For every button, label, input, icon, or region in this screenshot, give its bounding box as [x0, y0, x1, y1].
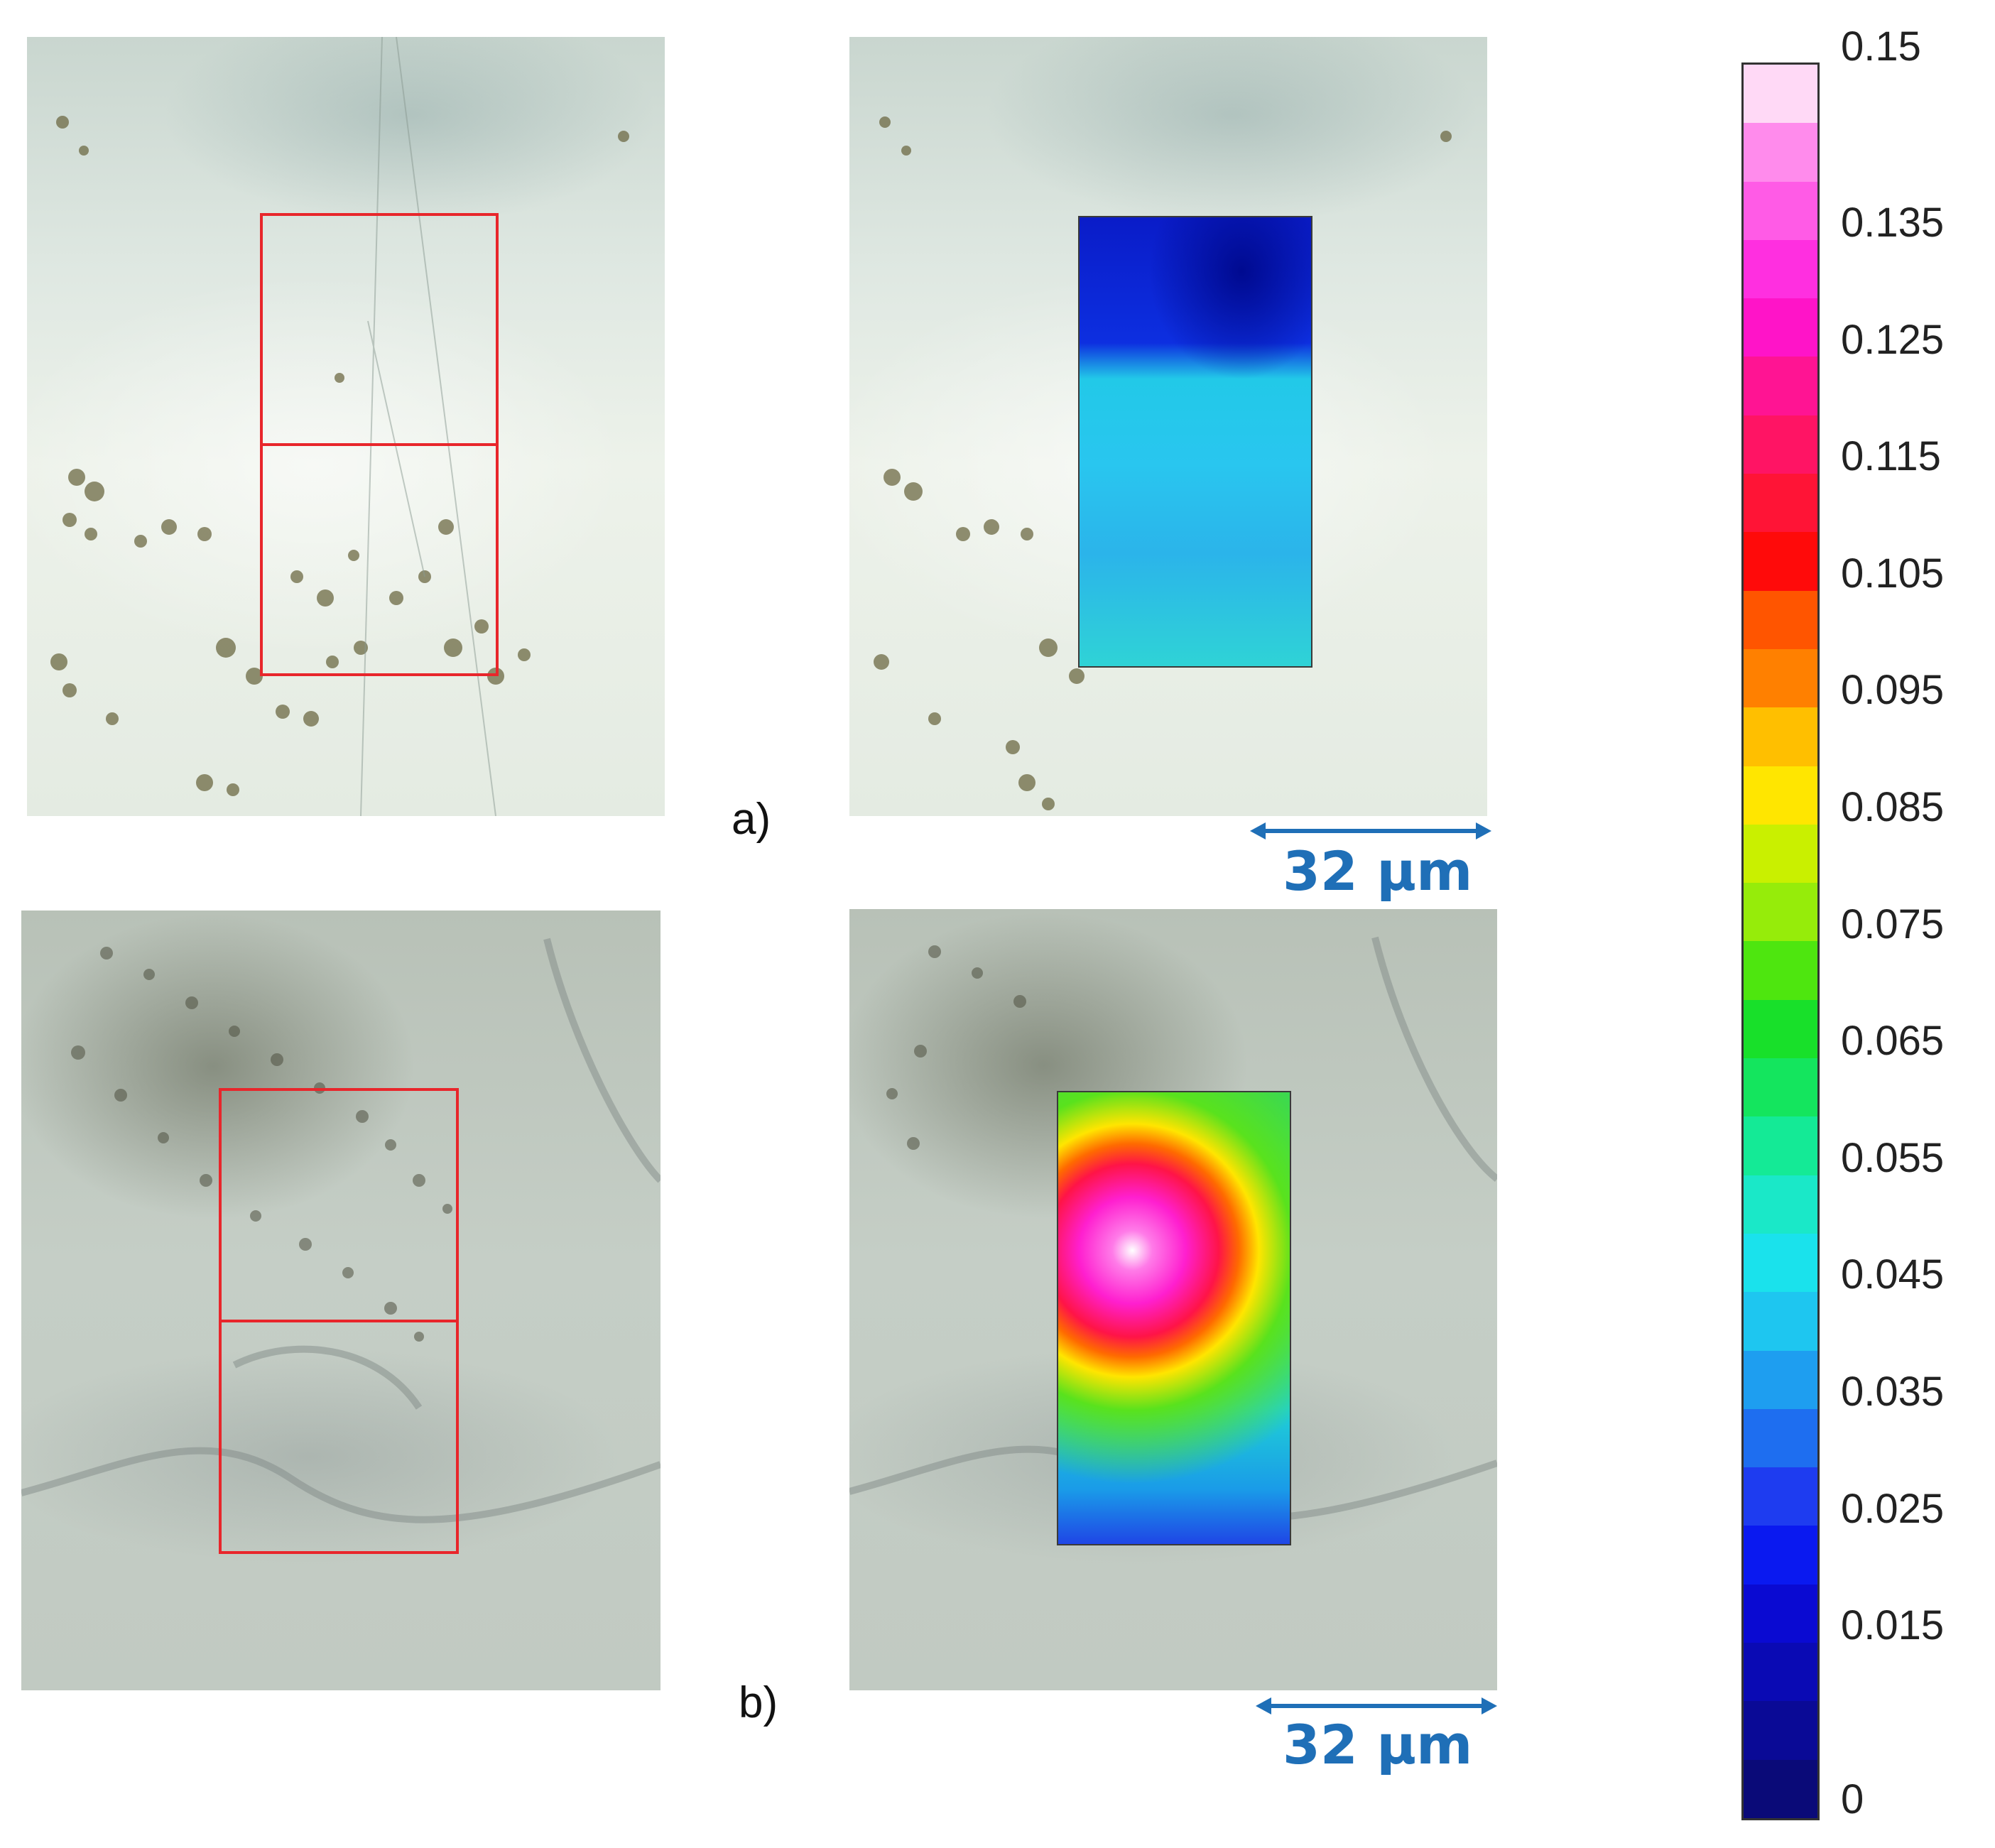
colorbar-segment: [1744, 1350, 1817, 1409]
colorbar-tick-label: 0.015: [1841, 1602, 1945, 1649]
strain-map-a: [1078, 216, 1312, 668]
colorbar-tick-label: 0.125: [1841, 316, 1945, 363]
colorbar-segment: [1744, 648, 1817, 708]
colorbar-segment: [1744, 532, 1817, 591]
colorbar-segment: [1744, 999, 1817, 1059]
colorbar-segment: [1744, 824, 1817, 884]
colorbar-segment: [1744, 766, 1817, 825]
colorbar-segment: [1744, 181, 1817, 240]
colorbar-segment: [1744, 1584, 1817, 1643]
colorbar-segment: [1744, 883, 1817, 942]
micrograph-b-left: [21, 911, 661, 1690]
micrograph-b-left-texture: [21, 937, 661, 1523]
colorbar-tick-label: 0.035: [1841, 1369, 1945, 1415]
colorbar-segment: [1744, 707, 1817, 766]
colorbar-tick-label: 0.055: [1841, 1134, 1945, 1181]
colorbar-segment: [1744, 474, 1817, 533]
colorbar-segment: [1744, 123, 1817, 182]
roi-box-lower-a: [260, 443, 499, 676]
roi-box-lower-b: [219, 1320, 459, 1554]
colorbar-tick-label: 0.085: [1841, 784, 1945, 830]
roi-box-upper-b: [219, 1088, 459, 1322]
colorbar-segment: [1744, 1058, 1817, 1117]
colorbar-segment: [1744, 1759, 1817, 1818]
micrograph-a-left: [27, 37, 665, 816]
colorbar-tick-label: 0.105: [1841, 550, 1945, 597]
panel-label-b: b): [739, 1678, 778, 1727]
colorbar: [1741, 62, 1820, 1820]
colorbar-segment: [1744, 1116, 1817, 1175]
colorbar-segment: [1744, 1233, 1817, 1293]
colorbar-tick-label: 0.065: [1841, 1018, 1945, 1065]
colorbar-segment: [1744, 1643, 1817, 1702]
colorbar-tick-label: 0: [1841, 1776, 1864, 1822]
micrograph-a-right-texture: [874, 116, 1452, 810]
colorbar-segment: [1744, 590, 1817, 649]
colorbar-segment: [1744, 1292, 1817, 1351]
colorbar-segment: [1744, 415, 1817, 474]
colorbar-segment: [1744, 239, 1817, 299]
colorbar-tick-label: 0.045: [1841, 1251, 1945, 1298]
colorbar-tick-label: 0.115: [1841, 433, 1941, 480]
colorbar-segment: [1744, 1526, 1817, 1585]
scale-bar-arrow-b: [1256, 1697, 1497, 1714]
strain-map-b: [1057, 1091, 1291, 1545]
colorbar-segment: [1744, 1701, 1817, 1760]
panel-label-a: a): [732, 795, 771, 844]
micrograph-b-right: [849, 909, 1497, 1690]
colorbar-segment: [1744, 941, 1817, 1000]
colorbar-tick-label: 0.15: [1841, 23, 1921, 70]
colorbar-segment: [1744, 357, 1817, 415]
scale-bar-arrow-a: [1250, 822, 1491, 839]
colorbar-segment: [1744, 1175, 1817, 1234]
colorbar-segment: [1744, 1467, 1817, 1526]
roi-box-upper-a: [260, 213, 499, 446]
colorbar-tick-label: 0.135: [1841, 200, 1945, 246]
colorbar-tick-label: 0.075: [1841, 901, 1945, 947]
scale-bar-label-b: 32 μm: [1283, 1713, 1473, 1776]
micrograph-a-right: [849, 37, 1487, 816]
micrograph-a-left-texture: [50, 37, 629, 816]
colorbar-tick-label: 0.095: [1841, 667, 1945, 714]
scale-bar-label-a: 32 μm: [1283, 839, 1473, 903]
colorbar-segment: [1744, 298, 1817, 357]
colorbar-segment: [1744, 1408, 1817, 1468]
colorbar-segment: [1744, 65, 1817, 124]
colorbar-tick-label: 0.025: [1841, 1485, 1945, 1532]
